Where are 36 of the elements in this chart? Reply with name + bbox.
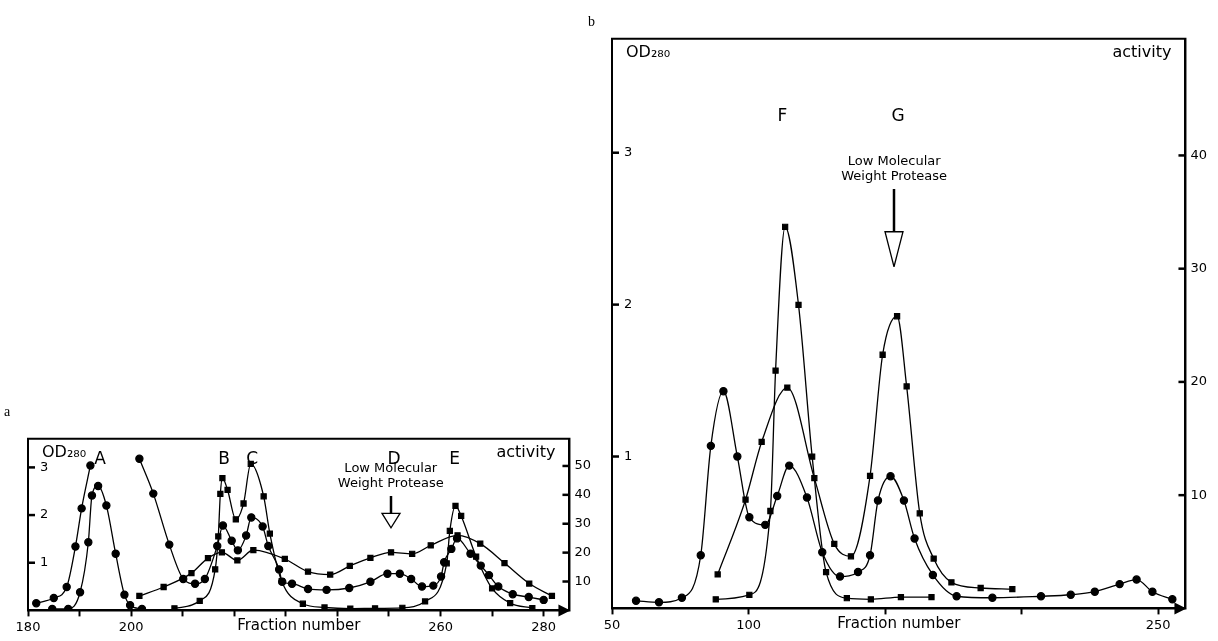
y-axis-title: OD₂₈₀	[42, 441, 87, 461]
y-tick-label: 3	[624, 144, 633, 160]
y2-tick-label: 10	[1190, 486, 1207, 502]
x-tick-label: 260	[428, 618, 453, 634]
y-tick-label: 1	[40, 554, 49, 570]
x-axis-title: Fraction number	[237, 615, 362, 634]
y-axis-title: OD₂₈₀	[626, 41, 671, 61]
y2-tick-label: 40	[1190, 146, 1207, 162]
x-tick-label: 50	[603, 616, 621, 632]
x-tick-label: 200	[118, 618, 144, 634]
y2-tick-label: 10	[574, 572, 591, 588]
y2-tick-label: 20	[1190, 373, 1207, 389]
y2-tick-label: 50	[574, 457, 591, 473]
y-tick-label: 1	[624, 447, 633, 463]
y-tick-label: 2	[624, 295, 633, 311]
chart-title: a	[4, 404, 11, 420]
x-tick-label: 280	[531, 618, 557, 634]
y-tick-label: 3	[40, 458, 49, 474]
y-tick-label: 2	[40, 506, 49, 522]
chart-title: b	[588, 14, 595, 30]
annotation: B	[218, 447, 230, 468]
y2-tick-label: 30	[1190, 260, 1207, 276]
x-tick-label: 100	[736, 616, 761, 632]
y2-tick-label: 40	[574, 486, 591, 502]
y2-axis-title: activity	[496, 441, 556, 461]
annotation: E	[449, 447, 461, 468]
x-tick-label: 250	[1145, 616, 1171, 632]
annotation: A	[94, 447, 107, 468]
annotation: Low Molecular Weight Protease	[841, 152, 948, 183]
y2-axis-title: activity	[1112, 41, 1172, 61]
y2-tick-label: 30	[574, 515, 591, 531]
y2-tick-label: 20	[574, 544, 591, 559]
annotation: G	[891, 104, 905, 125]
x-tick-label: 180	[15, 618, 41, 634]
annotation: F	[777, 104, 788, 125]
x-axis-title: Fraction number	[837, 613, 962, 632]
